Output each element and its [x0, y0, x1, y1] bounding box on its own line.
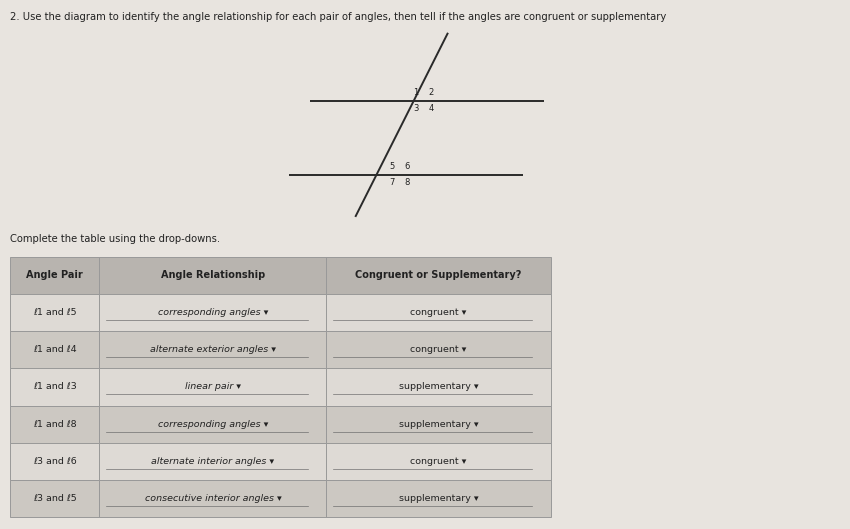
- Text: 6: 6: [405, 162, 410, 171]
- Text: Congruent or Supplementary?: Congruent or Supplementary?: [355, 270, 522, 280]
- Bar: [10, 368, 99, 406]
- Bar: [10, 443, 99, 480]
- Text: ℓ1 and ℓ4: ℓ1 and ℓ4: [33, 345, 76, 354]
- Text: supplementary ▾: supplementary ▾: [399, 382, 479, 391]
- Text: 8: 8: [405, 178, 410, 187]
- Bar: [326, 406, 551, 443]
- Text: Complete the table using the drop-downs.: Complete the table using the drop-downs.: [10, 234, 220, 244]
- Text: 4: 4: [428, 104, 434, 113]
- Bar: [99, 443, 326, 480]
- Bar: [326, 331, 551, 368]
- Text: 2. Use the diagram to identify the angle relationship for each pair of angles, t: 2. Use the diagram to identify the angle…: [10, 12, 666, 22]
- Text: Angle Relationship: Angle Relationship: [161, 270, 265, 280]
- Text: 5: 5: [389, 162, 394, 171]
- Bar: [10, 406, 99, 443]
- Text: ℓ1 and ℓ5: ℓ1 and ℓ5: [33, 308, 76, 317]
- Bar: [10, 294, 99, 331]
- Text: corresponding angles ▾: corresponding angles ▾: [158, 419, 268, 428]
- Text: ℓ1 and ℓ3: ℓ1 and ℓ3: [33, 382, 76, 391]
- Bar: [326, 368, 551, 406]
- Text: 2: 2: [428, 88, 434, 97]
- Bar: [326, 443, 551, 480]
- Bar: [99, 257, 326, 294]
- Text: 1: 1: [413, 88, 418, 97]
- Bar: [99, 368, 326, 406]
- Bar: [99, 331, 326, 368]
- Bar: [10, 480, 99, 517]
- Text: Angle Pair: Angle Pair: [26, 270, 83, 280]
- Bar: [99, 406, 326, 443]
- Text: alternate interior angles ▾: alternate interior angles ▾: [151, 457, 275, 466]
- Text: congruent ▾: congruent ▾: [411, 345, 467, 354]
- Text: supplementary ▾: supplementary ▾: [399, 419, 479, 428]
- Text: 3: 3: [413, 104, 418, 113]
- Text: supplementary ▾: supplementary ▾: [399, 494, 479, 503]
- Bar: [326, 257, 551, 294]
- Bar: [10, 331, 99, 368]
- Text: alternate exterior angles ▾: alternate exterior angles ▾: [150, 345, 276, 354]
- Bar: [99, 294, 326, 331]
- Bar: [326, 480, 551, 517]
- Text: ℓ3 and ℓ5: ℓ3 and ℓ5: [33, 494, 76, 503]
- Text: congruent ▾: congruent ▾: [411, 457, 467, 466]
- Bar: [326, 294, 551, 331]
- Text: linear pair ▾: linear pair ▾: [185, 382, 241, 391]
- Bar: [10, 257, 99, 294]
- Text: 7: 7: [389, 178, 394, 187]
- Text: consecutive interior angles ▾: consecutive interior angles ▾: [144, 494, 281, 503]
- Text: corresponding angles ▾: corresponding angles ▾: [158, 308, 268, 317]
- Text: ℓ1 and ℓ8: ℓ1 and ℓ8: [33, 419, 76, 428]
- Text: ℓ3 and ℓ6: ℓ3 and ℓ6: [33, 457, 76, 466]
- Bar: [99, 480, 326, 517]
- Text: congruent ▾: congruent ▾: [411, 308, 467, 317]
